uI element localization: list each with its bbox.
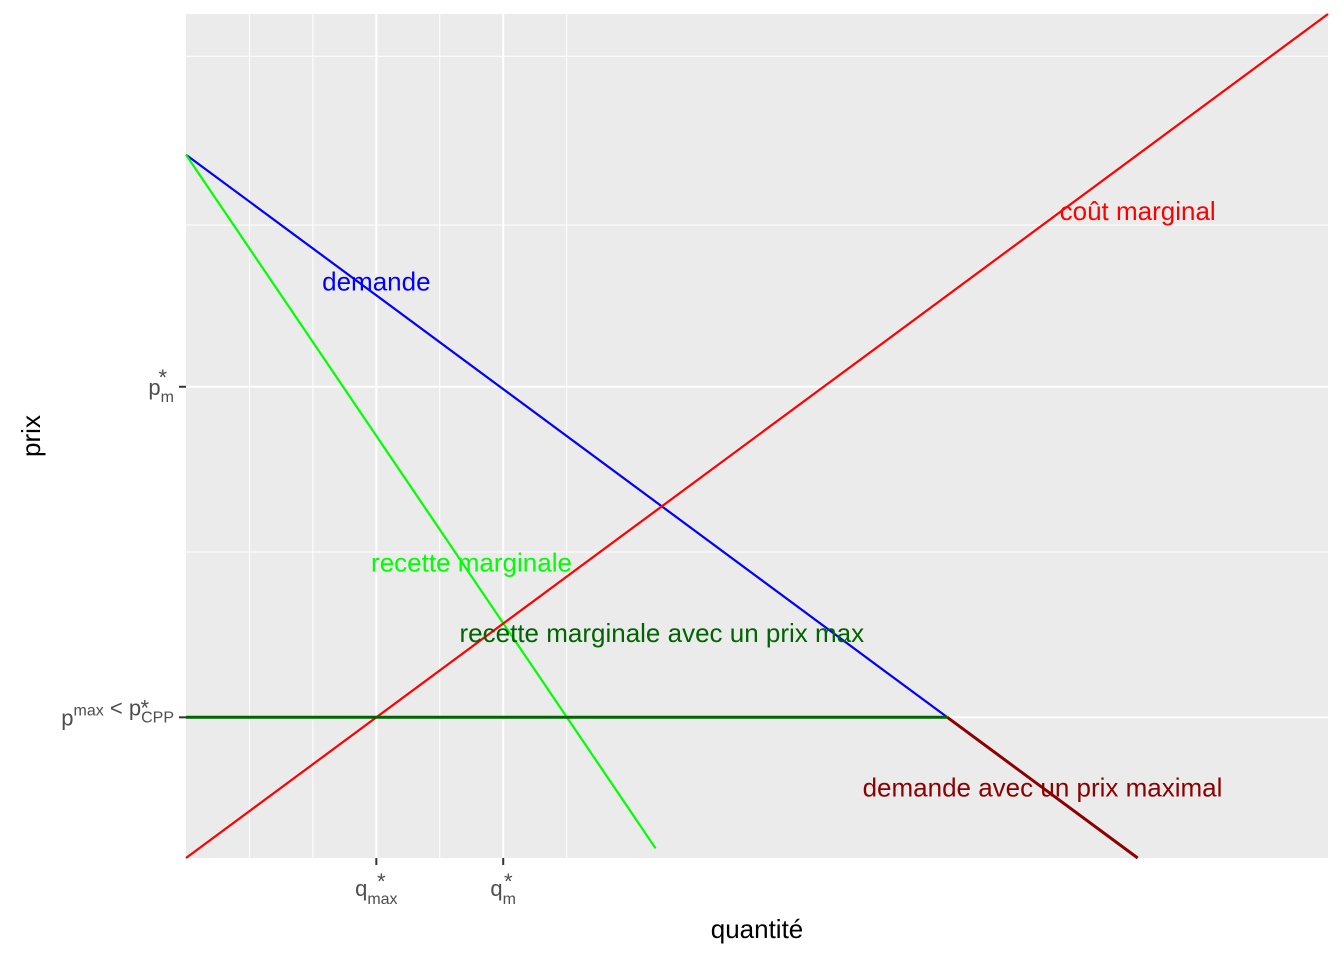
x-tick-label: qmax: [355, 876, 397, 908]
curve-label: recette marginale: [371, 548, 572, 578]
curve-labels: demande coût marginal recette marginale rec…: [322, 196, 1222, 803]
x-axis-title: quantité: [711, 914, 804, 944]
y-tick-label: pmax < pCPP: [61, 695, 174, 730]
curves: [185, 13, 1329, 860]
series-line-demand_max: [946, 716, 1139, 860]
y-axis-ticks: pmax < pCPP*pm*: [61, 365, 186, 730]
x-tick-superscript: *: [377, 869, 386, 894]
y-tick-superscript: *: [140, 695, 149, 720]
curve-label: demande avec un prix maximal: [863, 773, 1223, 803]
y-tick-superscript: *: [158, 365, 167, 390]
series-line-demand: [185, 153, 948, 719]
x-tick-label: qm: [490, 876, 516, 908]
x-axis-ticks: qmax* qm*: [355, 858, 516, 908]
y-axis-title: prix: [16, 415, 46, 457]
curve-label: recette marginale avec un prix max: [460, 618, 865, 648]
grid-minor: [186, 14, 1328, 858]
y-tick-label: pm: [148, 375, 174, 406]
x-tick-superscript: *: [504, 869, 513, 894]
series-line-mr: [185, 154, 657, 849]
curve-label: coût marginal: [1060, 196, 1216, 226]
curve-label: demande: [322, 266, 430, 296]
